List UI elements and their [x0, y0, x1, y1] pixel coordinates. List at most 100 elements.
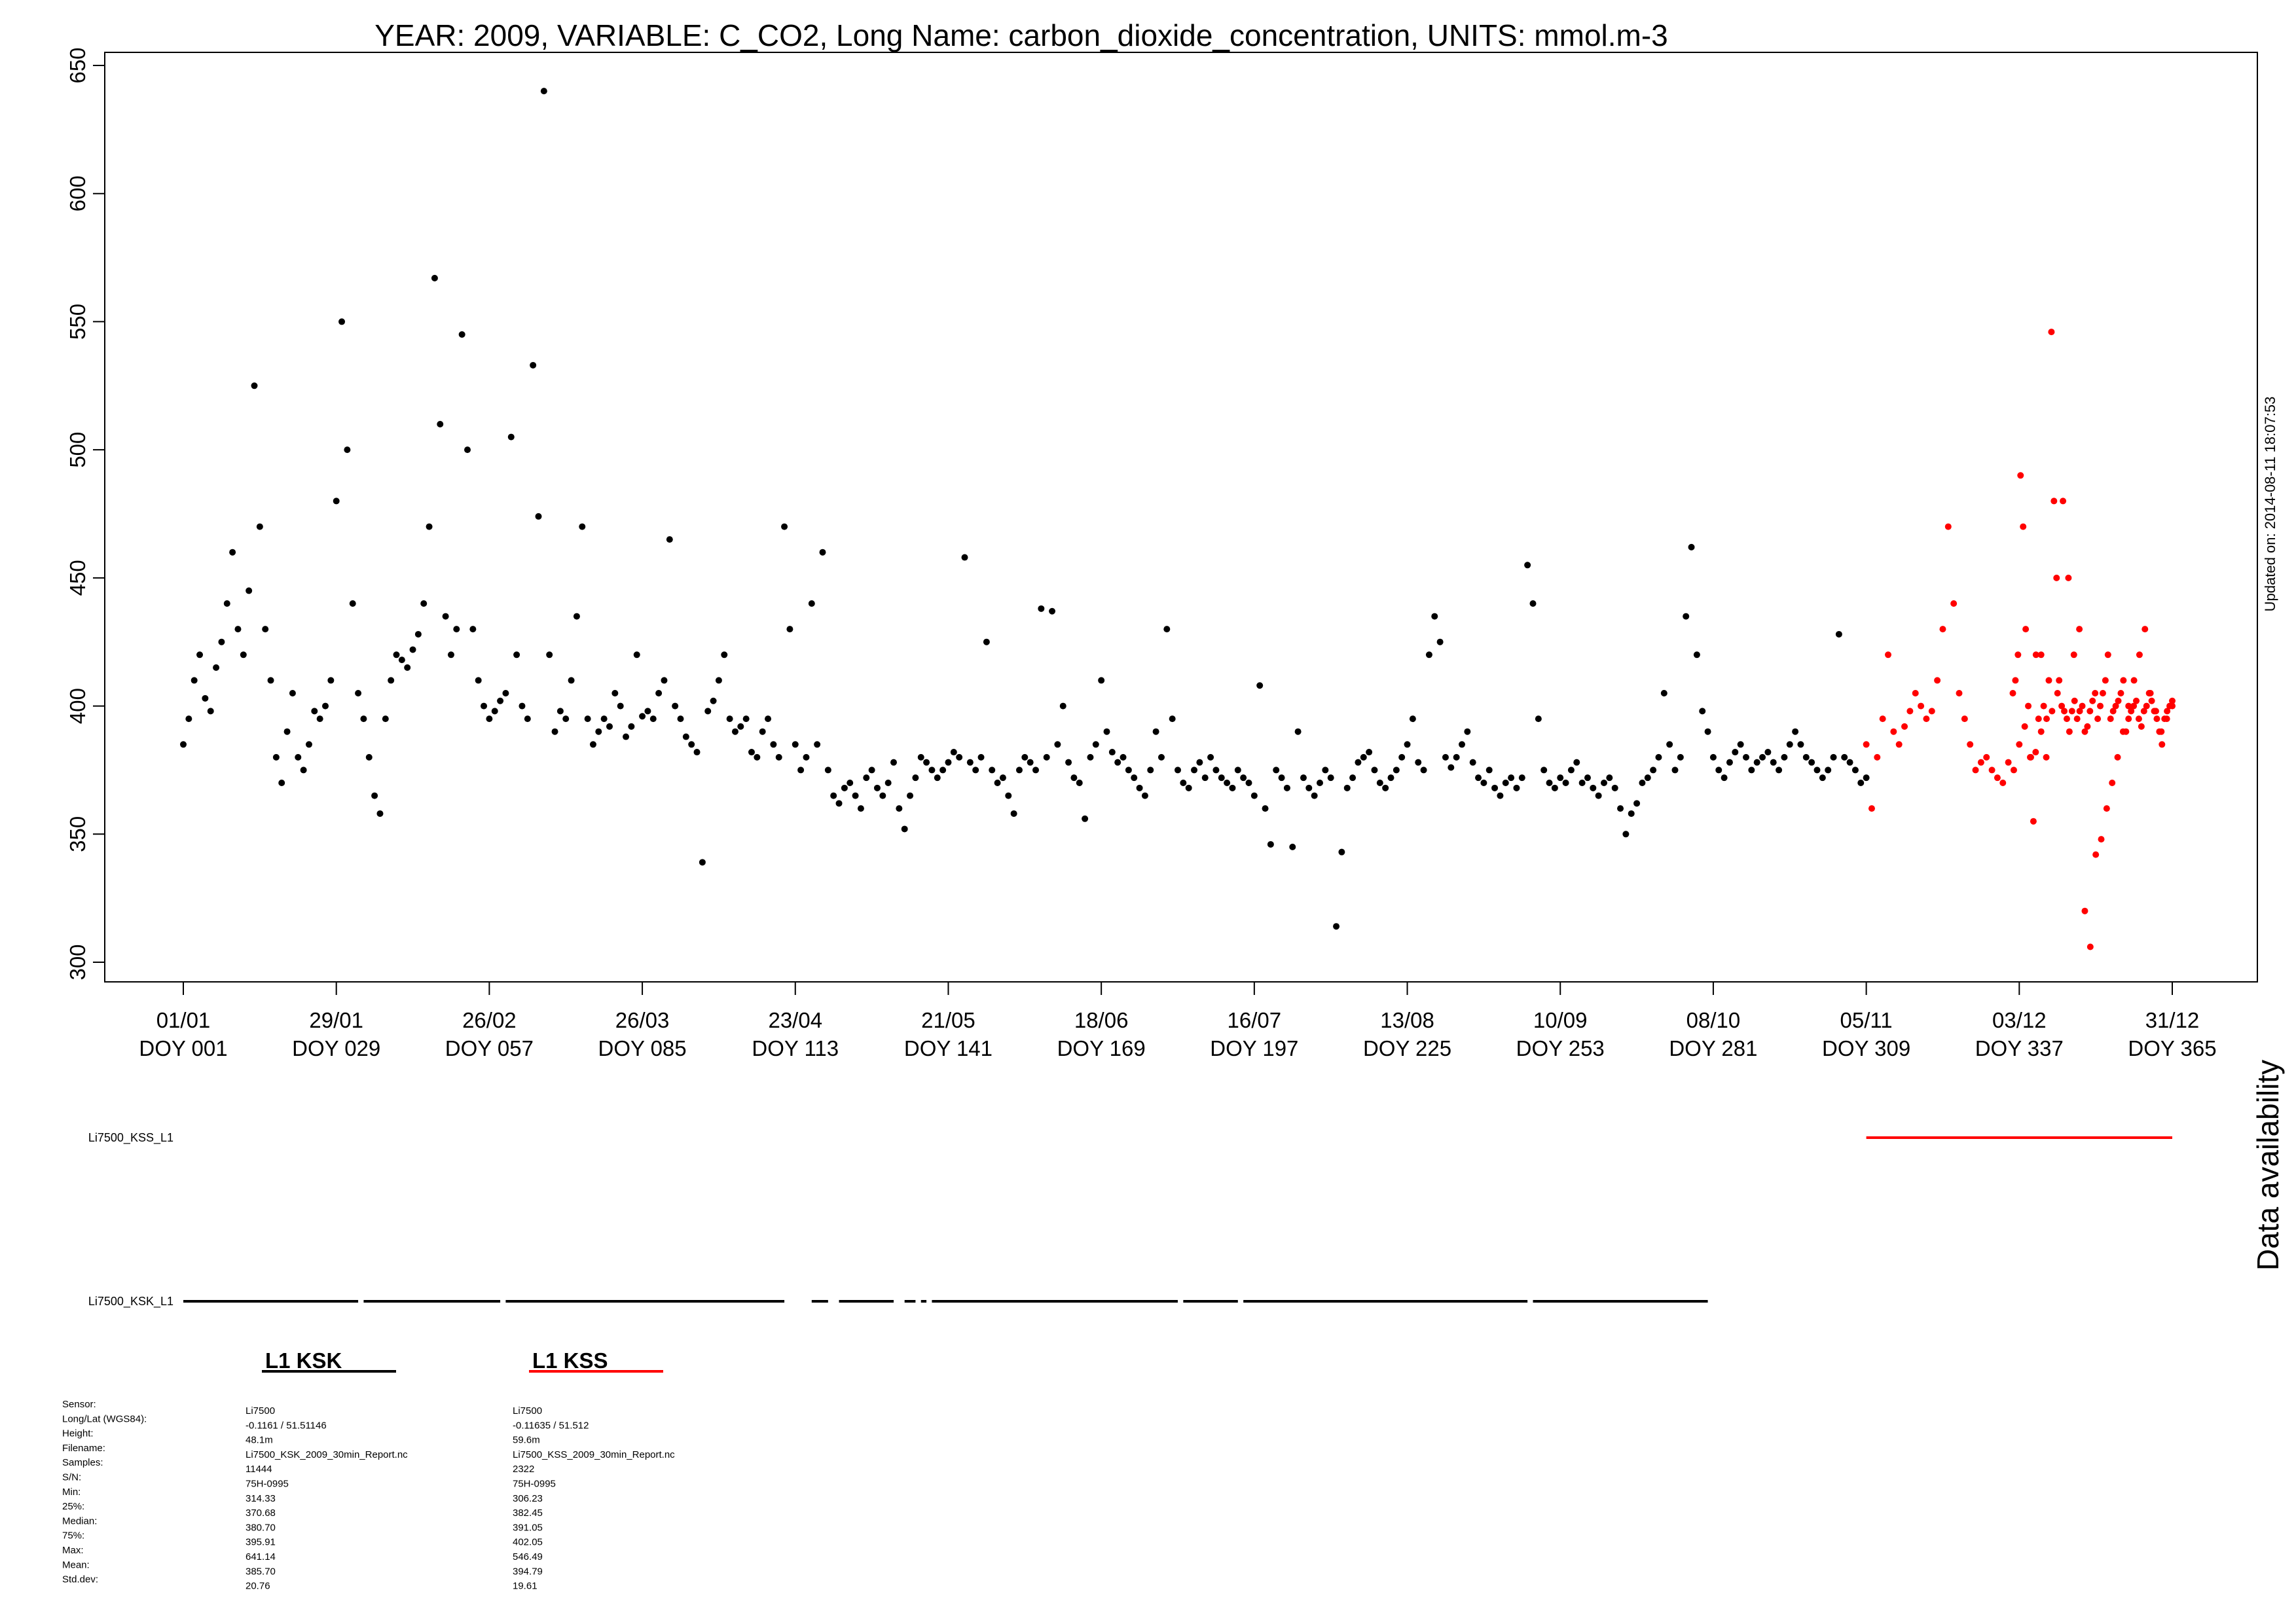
- x-tick-date-label: 16/07: [1228, 1008, 1282, 1032]
- data-point: [1415, 759, 1422, 766]
- data-point: [2060, 497, 2067, 505]
- y-tick-label: 450: [65, 560, 90, 596]
- data-point: [1885, 651, 1891, 659]
- data-point: [1874, 753, 1881, 761]
- data-point: [414, 630, 422, 638]
- data-point: [2128, 708, 2135, 715]
- data-point: [775, 753, 782, 761]
- data-point: [1994, 774, 2001, 782]
- data-point: [349, 600, 356, 607]
- data-point: [2058, 702, 2066, 710]
- data-point: [1480, 780, 1487, 786]
- stats-kss-cell: 391.05: [513, 1522, 543, 1533]
- stats-labels-cell: Long/Lat (WGS84):: [62, 1413, 147, 1424]
- stats-kss-cell: 2322: [513, 1464, 534, 1475]
- series-l1-ksk: [180, 88, 1870, 930]
- data-point: [781, 523, 788, 530]
- stats-ksk-cell: 380.70: [246, 1522, 276, 1533]
- data-point: [398, 657, 405, 664]
- data-point: [2141, 626, 2149, 633]
- data-point: [1141, 792, 1148, 799]
- data-point: [1622, 831, 1630, 838]
- data-point: [196, 651, 204, 659]
- data-point: [475, 677, 482, 684]
- data-point: [2125, 715, 2132, 723]
- data-point: [2071, 697, 2078, 704]
- data-point: [666, 536, 673, 543]
- data-point: [1611, 784, 1618, 791]
- stats-ksk-cell: Li7500: [246, 1405, 275, 1416]
- data-point: [639, 713, 646, 720]
- stats-kss-cell: -0.11635 / 51.512: [513, 1420, 589, 1431]
- x-tick-doy-label: DOY 225: [1363, 1036, 1451, 1060]
- data-point: [2065, 574, 2072, 581]
- x-tick-doy-label: DOY 169: [1057, 1036, 1146, 1060]
- data-point: [393, 651, 400, 659]
- data-point: [1683, 613, 1690, 620]
- data-point: [2125, 702, 2132, 710]
- data-point: [972, 767, 979, 774]
- data-point: [1715, 767, 1722, 774]
- stats-kss-cell: 382.45: [513, 1507, 543, 1519]
- data-point: [355, 690, 362, 696]
- data-point: [1049, 607, 1056, 615]
- data-point: [1835, 630, 1842, 638]
- data-point: [1453, 753, 1460, 761]
- data-point: [710, 697, 717, 704]
- data-point: [1131, 774, 1138, 782]
- data-point: [1343, 784, 1351, 791]
- data-point: [1311, 792, 1318, 799]
- data-point: [1317, 780, 1323, 786]
- data-point: [2092, 851, 2100, 858]
- data-point: [1743, 753, 1749, 761]
- data-point: [1360, 753, 1367, 761]
- stats-ksk-cell: -0.1161 / 51.51146: [246, 1420, 327, 1431]
- data-point: [1021, 753, 1029, 761]
- data-point: [1404, 741, 1411, 748]
- data-point: [1562, 780, 1569, 786]
- stats-labels-cell: Mean:: [62, 1559, 90, 1570]
- legend-label: L1 KSS: [532, 1348, 608, 1373]
- data-point: [873, 784, 881, 791]
- data-point: [754, 753, 761, 761]
- data-point: [841, 784, 848, 791]
- data-point: [1781, 753, 1788, 761]
- data-point: [2161, 715, 2168, 723]
- data-point: [1999, 780, 2007, 786]
- data-point: [2081, 907, 2088, 914]
- data-point: [2010, 767, 2017, 774]
- data-point: [2103, 805, 2110, 812]
- data-point: [2035, 715, 2042, 723]
- data-point: [835, 800, 843, 807]
- data-point: [890, 759, 897, 766]
- data-point: [2009, 690, 2016, 696]
- stats-ksk-cell: 385.70: [246, 1566, 276, 1577]
- data-point: [1087, 753, 1094, 761]
- data-point: [524, 715, 531, 723]
- data-point: [300, 767, 307, 774]
- stats-kss-cell: 75H-0995: [513, 1479, 556, 1490]
- data-point: [1475, 774, 1482, 782]
- data-point: [1398, 753, 1406, 761]
- data-point: [966, 759, 974, 766]
- data-point: [1677, 753, 1684, 761]
- data-point: [289, 690, 296, 696]
- data-point: [2153, 715, 2160, 723]
- data-point: [977, 753, 985, 761]
- data-point: [2117, 690, 2124, 696]
- data-point: [1043, 753, 1050, 761]
- data-point: [1267, 840, 1274, 848]
- data-point: [1289, 843, 1296, 850]
- data-point: [251, 382, 258, 389]
- data-point: [497, 697, 504, 704]
- stats-ksk-cell: 75H-0995: [246, 1479, 289, 1490]
- data-point: [2133, 697, 2140, 704]
- data-point: [1721, 774, 1728, 782]
- data-point: [928, 767, 936, 774]
- data-point: [2151, 708, 2158, 715]
- data-point: [950, 749, 957, 756]
- data-point: [1387, 774, 1394, 782]
- data-point: [1639, 780, 1646, 786]
- data-point: [907, 792, 914, 799]
- data-point: [1863, 774, 1870, 782]
